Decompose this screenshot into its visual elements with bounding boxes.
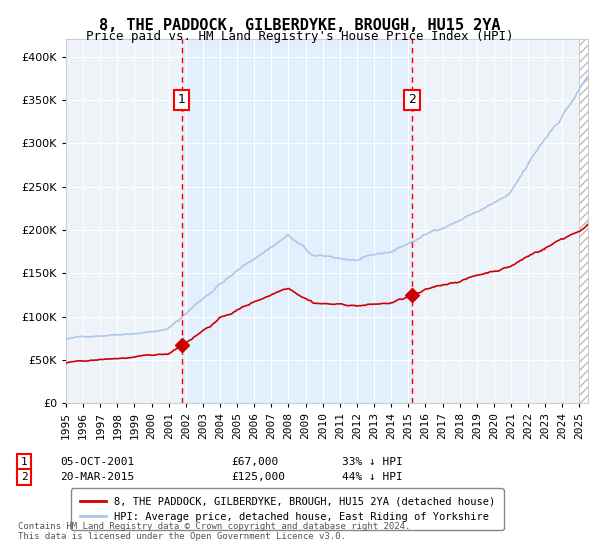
- Text: Price paid vs. HM Land Registry's House Price Index (HPI): Price paid vs. HM Land Registry's House …: [86, 30, 514, 43]
- Text: 2: 2: [20, 472, 28, 482]
- Text: 1: 1: [20, 457, 28, 467]
- Bar: [182, 39, 412, 403]
- Text: 33% ↓ HPI: 33% ↓ HPI: [342, 457, 403, 467]
- Text: 05-OCT-2001: 05-OCT-2001: [60, 457, 134, 467]
- Text: 8, THE PADDOCK, GILBERDYKE, BROUGH, HU15 2YA: 8, THE PADDOCK, GILBERDYKE, BROUGH, HU15…: [99, 18, 501, 33]
- Text: 20-MAR-2015: 20-MAR-2015: [60, 472, 134, 482]
- Legend: 8, THE PADDOCK, GILBERDYKE, BROUGH, HU15 2YA (detached house), HPI: Average pric: 8, THE PADDOCK, GILBERDYKE, BROUGH, HU15…: [71, 488, 503, 530]
- Text: £125,000: £125,000: [231, 472, 285, 482]
- Text: Contains HM Land Registry data © Crown copyright and database right 2024.
This d: Contains HM Land Registry data © Crown c…: [18, 522, 410, 542]
- Text: 44% ↓ HPI: 44% ↓ HPI: [342, 472, 403, 482]
- Text: £67,000: £67,000: [231, 457, 278, 467]
- Text: 1: 1: [178, 94, 185, 106]
- Text: 2: 2: [408, 94, 416, 106]
